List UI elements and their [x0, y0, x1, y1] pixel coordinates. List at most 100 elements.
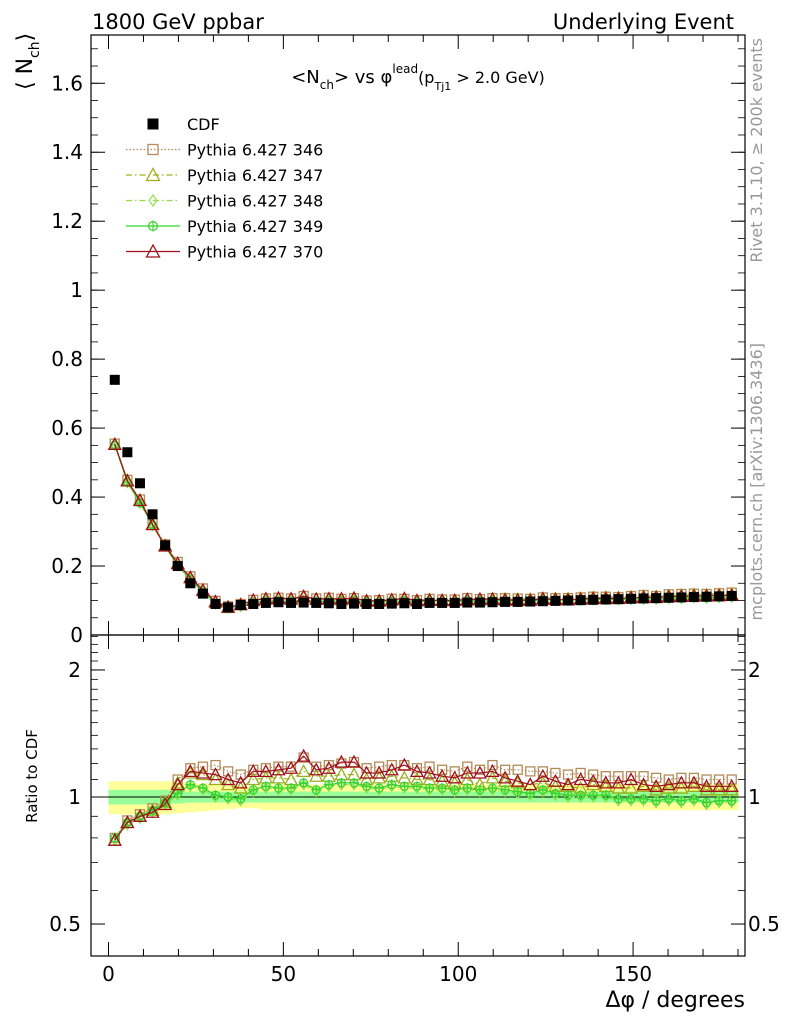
data-point — [525, 766, 536, 777]
data-point — [598, 775, 613, 789]
ratio-ytick-label-right: 1 — [748, 785, 761, 809]
data-point — [183, 764, 198, 778]
data-point — [613, 594, 624, 605]
data-point — [195, 767, 211, 781]
data-point — [474, 597, 485, 608]
data-point — [712, 778, 727, 792]
data-point — [487, 597, 498, 608]
data-point — [573, 772, 588, 786]
data-point — [296, 764, 311, 778]
data-point — [485, 764, 500, 778]
legend-marker — [148, 193, 158, 208]
main-ytick-label: 0 — [70, 623, 83, 647]
data-point — [497, 770, 513, 784]
data-point — [409, 764, 425, 778]
data-point — [586, 773, 601, 787]
legend-item-pythia-6-427-346: Pythia 6.427 346 — [126, 141, 323, 160]
data-point — [359, 765, 374, 779]
main-ytick-label: 0.8 — [51, 347, 83, 371]
data-point — [233, 775, 248, 789]
data-point — [550, 595, 561, 606]
data-point — [487, 759, 498, 771]
data-point — [651, 593, 662, 604]
data-point — [535, 768, 550, 782]
data-point — [688, 592, 699, 603]
data-point — [575, 595, 586, 606]
ratio-ytick-label-right: 0.5 — [748, 912, 780, 936]
data-point — [611, 775, 626, 789]
x-axis-label: Δφ / degrees — [605, 988, 745, 1013]
data-point — [623, 780, 639, 794]
main-ylabel: ⟨ Nch⟩ — [13, 33, 43, 90]
main-ytick-label: 0.2 — [51, 554, 83, 578]
legend-item-pythia-6-427-370: Pythia 6.427 370 — [126, 243, 323, 262]
data-point — [258, 764, 273, 778]
data-point — [537, 596, 548, 607]
data-point — [147, 509, 158, 520]
data-point — [158, 797, 173, 811]
series-line-pythia-6-427-348 — [114, 783, 732, 841]
data-point — [462, 597, 473, 608]
data-point — [235, 600, 246, 610]
data-point — [132, 808, 148, 822]
data-point — [674, 775, 689, 789]
series-pythia-6-427-349 — [109, 777, 737, 843]
data-point — [663, 592, 674, 603]
data-point — [248, 598, 259, 609]
data-point — [309, 768, 324, 782]
data-point — [625, 593, 636, 604]
data-point — [714, 591, 725, 602]
data-point — [512, 596, 523, 607]
header-right: Underlying Event — [553, 10, 734, 34]
data-point — [235, 769, 246, 780]
ratio-ytick-label: 0.5 — [49, 912, 81, 936]
x-tick-label: 50 — [271, 962, 296, 986]
ratio-ytick-label: 2 — [68, 658, 81, 682]
data-point — [550, 767, 561, 779]
data-point — [246, 764, 261, 778]
data-point — [651, 772, 662, 784]
data-point — [638, 593, 649, 604]
data-point — [170, 777, 185, 791]
data-point — [260, 597, 271, 608]
data-point — [600, 594, 611, 605]
data-point — [712, 782, 727, 796]
legend-marker — [145, 243, 161, 258]
data-point — [588, 594, 599, 605]
data-point — [386, 598, 397, 609]
data-point — [661, 780, 676, 794]
legend-label: Pythia 6.427 349 — [187, 217, 323, 236]
data-point — [449, 597, 460, 608]
legend: CDF Pythia 6.427 346 Pythia 6.427 347 Pythi… — [126, 115, 323, 262]
series-line-pythia-6-427-370 — [114, 755, 732, 841]
data-point — [510, 773, 525, 787]
data-point — [132, 493, 148, 507]
main-ytick-label: 1 — [70, 278, 83, 302]
axes-layer: 0 0.2 0.4 0.6 0.8 1 1.2 1.4 1.6 0 50 100 150 0.5 0.5 1 1… — [49, 34, 780, 986]
data-point — [145, 804, 160, 818]
data-point — [321, 760, 336, 774]
data-point — [185, 578, 196, 589]
series-line-pythia-6-427-347 — [114, 770, 732, 841]
x-tick-label: 100 — [439, 962, 477, 986]
data-point — [210, 598, 221, 609]
data-point — [411, 598, 422, 609]
data-point — [636, 777, 651, 791]
data-point — [311, 597, 322, 608]
data-point — [120, 815, 135, 829]
data-point — [283, 760, 299, 774]
data-point — [170, 775, 185, 789]
data-point — [649, 782, 664, 796]
data-point — [336, 598, 347, 609]
data-point — [724, 778, 739, 792]
data-point — [346, 754, 362, 768]
ratio-ylabel: Ratio to CDF — [23, 729, 41, 823]
data-point — [500, 596, 511, 607]
ratio-series-layer — [107, 748, 739, 847]
data-point — [122, 447, 133, 458]
data-point — [399, 598, 410, 609]
data-point — [298, 597, 309, 608]
data-point — [271, 762, 286, 776]
data-point — [523, 777, 538, 791]
